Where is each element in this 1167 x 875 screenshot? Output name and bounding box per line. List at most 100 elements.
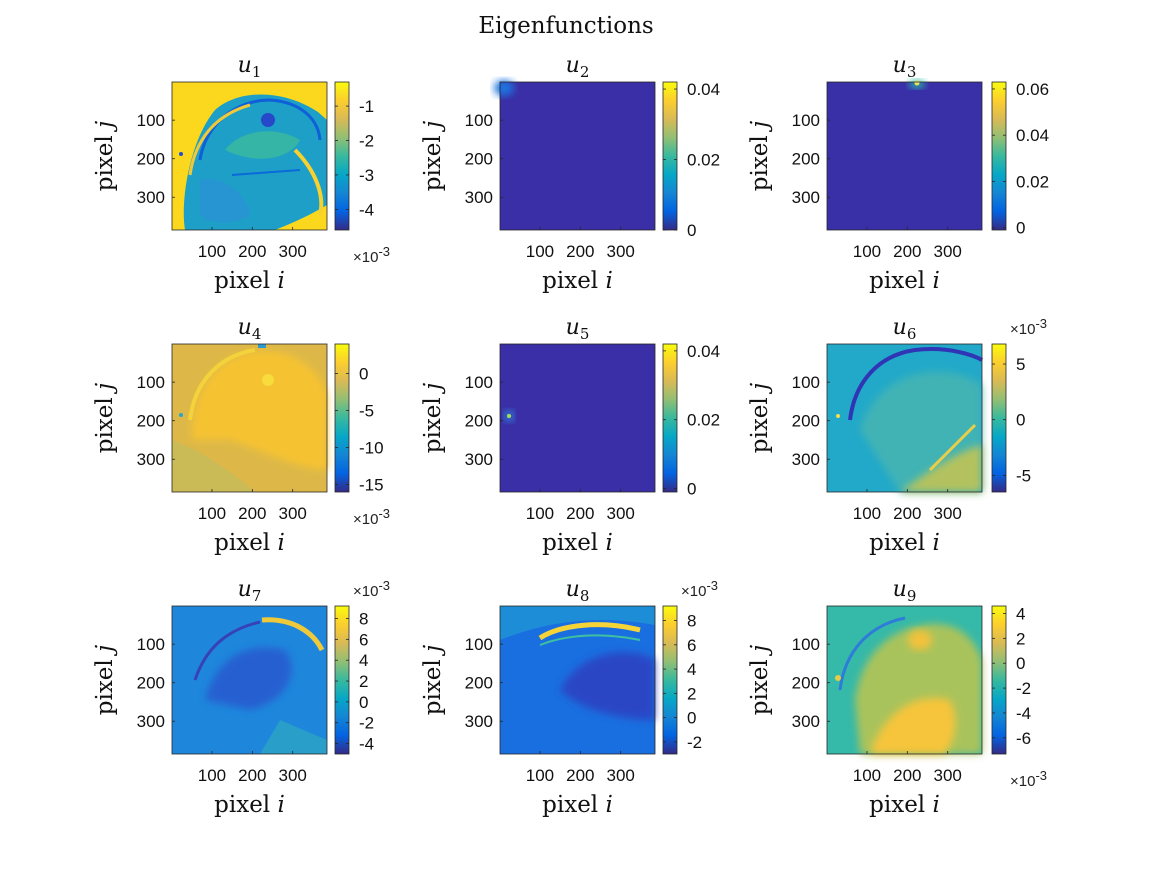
y-axis-label: pixel j xyxy=(420,383,446,453)
colorbar-exponent: ×10-3 xyxy=(1010,316,1047,338)
subplot-title: u5 xyxy=(566,315,590,343)
y-axis-label-text: pixel xyxy=(92,652,118,715)
y-axis-label: pixel j xyxy=(420,645,446,715)
subplot-title: u2 xyxy=(566,53,590,81)
y-tick-label: 100 xyxy=(465,635,493,654)
colorbar-exponent: ×10-3 xyxy=(1010,768,1047,790)
x-tick-label: 100 xyxy=(198,766,226,785)
x-tick-label: 300 xyxy=(279,504,307,523)
colorbar-tick-label: 0.02 xyxy=(687,411,720,430)
subplot-u5 xyxy=(499,343,678,493)
subplot-title: u7 xyxy=(238,577,262,605)
subplot-title-base: u xyxy=(238,577,252,602)
x-axis-label: pixel i xyxy=(214,268,285,294)
y-tick-label: 200 xyxy=(792,674,820,693)
x-axis-label: pixel i xyxy=(542,530,613,556)
x-axis-label-text: pixel xyxy=(542,792,605,818)
subplot-u6 xyxy=(826,343,1007,493)
y-tick-label: 200 xyxy=(792,150,820,169)
colorbar-tick-label: 5 xyxy=(1016,355,1025,374)
colorbar-u7 xyxy=(334,605,350,755)
colorbar-u3 xyxy=(991,81,1007,231)
colorbar-u6 xyxy=(991,343,1007,493)
y-tick-label: 100 xyxy=(792,111,820,130)
x-tick-label: 200 xyxy=(238,766,266,785)
colorbar-exponent-power: -3 xyxy=(378,244,390,259)
colorbar-tick-label: 0.02 xyxy=(687,151,720,170)
colorbar-exponent-base: ×10 xyxy=(353,511,378,528)
colorbar-tick-label: -2 xyxy=(1016,679,1031,698)
colorbar-exponent-power: -3 xyxy=(706,578,718,593)
y-axis-label: pixel j xyxy=(747,121,773,191)
y-axis-label-text: pixel xyxy=(420,652,446,715)
x-tick-label: 300 xyxy=(934,766,962,785)
subplot-u1 xyxy=(171,81,350,231)
x-axis-label: pixel i xyxy=(214,792,285,818)
colorbar-exponent-base: ×10 xyxy=(1010,321,1035,338)
colorbar-tick-label: -2 xyxy=(687,733,702,752)
x-axis-label: pixel i xyxy=(869,530,940,556)
colorbar-tick-label: 0.02 xyxy=(1016,172,1049,191)
subplot-title-base: u xyxy=(238,53,252,78)
x-tick-label: 300 xyxy=(607,504,635,523)
y-axis-label-text: pixel xyxy=(747,652,773,715)
heatmap-u3-background xyxy=(827,82,982,230)
colorbar-tick-label: -2 xyxy=(359,132,374,151)
colorbar-tick-label: 4 xyxy=(359,651,368,670)
y-tick-label: 300 xyxy=(137,712,165,731)
x-axis-label-text: pixel xyxy=(214,792,277,818)
colorbar-exponent-base: ×10 xyxy=(681,583,706,600)
subplot-title-base: u xyxy=(566,577,580,602)
y-tick-label: 200 xyxy=(792,412,820,431)
colorbar-tick-label: 0 xyxy=(687,480,696,499)
subplot-u7 xyxy=(171,605,350,755)
x-axis-label-var: i xyxy=(605,792,612,818)
subplot-title: u4 xyxy=(238,315,262,343)
y-tick-label: 200 xyxy=(465,674,493,693)
x-tick-label: 200 xyxy=(893,766,921,785)
heatmap-u3-peak xyxy=(914,80,920,86)
colorbar-tick-label: 6 xyxy=(687,636,696,655)
colorbar-tick-label: 0.06 xyxy=(1016,80,1049,99)
colorbar-tick-label: 2 xyxy=(1016,629,1025,648)
subplot-u2 xyxy=(494,80,678,231)
colorbar-u9 xyxy=(991,605,1007,755)
subplot-title-base: u xyxy=(238,315,252,340)
colorbar-tick-label: -6 xyxy=(1016,729,1031,748)
y-tick-label: 300 xyxy=(465,450,493,469)
subplot-u9 xyxy=(826,605,1007,755)
x-axis-label-text: pixel xyxy=(869,792,932,818)
x-tick-label: 100 xyxy=(526,504,554,523)
x-tick-label: 200 xyxy=(893,242,921,261)
x-tick-label: 100 xyxy=(526,766,554,785)
subplot-title: u8 xyxy=(566,577,590,605)
heatmap-u2-hotspot xyxy=(494,80,514,96)
y-axis-label-text: pixel xyxy=(747,128,773,191)
colorbar-exponent-base: ×10 xyxy=(1010,773,1035,790)
colorbar-tick-label: -5 xyxy=(359,402,374,421)
x-axis-label-text: pixel xyxy=(542,530,605,556)
y-tick-label: 300 xyxy=(465,188,493,207)
colorbar-exponent: ×10-3 xyxy=(353,506,390,528)
y-tick-label: 300 xyxy=(465,712,493,731)
y-axis-label-text: pixel xyxy=(420,390,446,453)
colorbar-tick-label: -2 xyxy=(359,714,374,733)
subplot-title-subscript: 3 xyxy=(907,63,917,81)
colorbar-exponent-power: -3 xyxy=(1035,316,1047,331)
x-tick-label: 100 xyxy=(198,242,226,261)
subplot-title-subscript: 1 xyxy=(252,63,262,81)
y-tick-label: 100 xyxy=(137,111,165,130)
x-axis-label-var: i xyxy=(932,792,939,818)
x-tick-label: 200 xyxy=(893,504,921,523)
subplot-title: u3 xyxy=(893,53,917,81)
y-tick-label: 200 xyxy=(465,150,493,169)
y-tick-label: 100 xyxy=(792,635,820,654)
colorbar-exponent-power: -3 xyxy=(378,578,390,593)
x-axis-label-text: pixel xyxy=(214,530,277,556)
y-tick-label: 100 xyxy=(137,635,165,654)
x-tick-label: 300 xyxy=(934,242,962,261)
subplot-title-base: u xyxy=(566,53,580,78)
y-tick-label: 300 xyxy=(137,188,165,207)
colorbar-exponent: ×10-3 xyxy=(681,578,718,600)
y-axis-label: pixel j xyxy=(747,383,773,453)
